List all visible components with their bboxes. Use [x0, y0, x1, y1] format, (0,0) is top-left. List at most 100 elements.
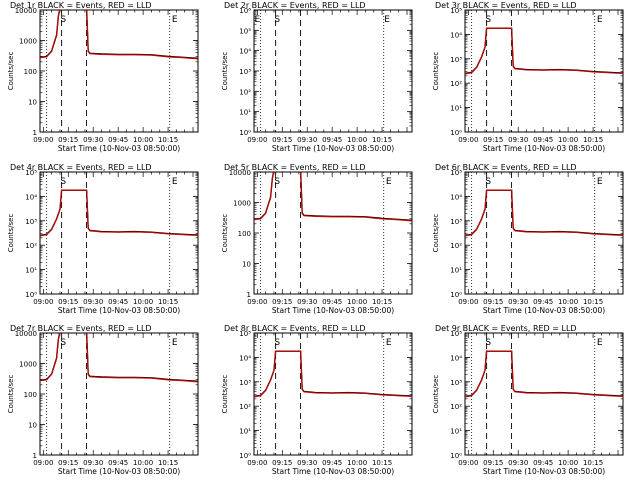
x-tick-label: 10:15 — [158, 298, 178, 306]
x-tick-label: 09:45 — [108, 298, 128, 306]
y-tick-label: 10³ — [239, 379, 251, 387]
event-marker-label: E — [172, 15, 178, 25]
x-tick-label: 10:15 — [372, 298, 392, 306]
y-axis-label: Counts/sec — [7, 52, 15, 91]
x-tick-label: 10:00 — [558, 136, 578, 144]
chart-title: Det 1r BLACK = Events, RED = LLD — [10, 1, 152, 10]
x-tick-label: 09:30 — [297, 298, 317, 306]
chart-title: Det 4r BLACK = Events, RED = LLD — [10, 163, 152, 172]
x-tick-label: 09:45 — [322, 459, 342, 467]
y-tick-label: 10² — [25, 242, 37, 250]
y-tick-label: 10² — [239, 403, 251, 411]
series-line-lld — [465, 189, 623, 237]
x-tick-label: 09:30 — [508, 298, 528, 306]
y-tick-label: 10⁶ — [239, 7, 251, 15]
x-tick-label: 09:15 — [483, 459, 503, 467]
event-marker-label: S — [60, 15, 66, 25]
event-marker-label: S — [485, 15, 491, 25]
plot-frame — [253, 9, 413, 133]
plot-frame — [39, 171, 199, 295]
x-tick-label: 10:15 — [583, 298, 603, 306]
y-tick-label: 10¹ — [450, 105, 462, 113]
chart-panel-2: Det 2r BLACK = Events, RED = LLD 10⁰ 10¹ 10… — [221, 1, 413, 153]
y-tick-label: 10⁰ — [450, 129, 462, 137]
event-marker-label: S — [60, 177, 66, 187]
event-marker-label: E — [172, 177, 178, 187]
x-tick-label: 09:30 — [508, 136, 528, 144]
event-marker-label: S — [485, 177, 491, 187]
x-tick-label: 09:00 — [247, 459, 267, 467]
event-marker-label: S — [274, 15, 280, 25]
y-tick-label: 10 — [28, 99, 37, 107]
x-axis-label: Start Time (10-Nov-03 08:50:00) — [272, 306, 394, 315]
x-axis-label: Start Time (10-Nov-03 08:50:00) — [272, 144, 394, 153]
y-axis-label: Counts/sec — [432, 375, 440, 414]
x-tick-label: 09:15 — [272, 298, 292, 306]
y-tick-label: 10⁰ — [450, 291, 462, 299]
event-marker-label: S — [60, 338, 66, 348]
x-tick-label: 09:15 — [58, 136, 78, 144]
plot-frame — [464, 171, 624, 295]
series-line-lld — [254, 350, 412, 398]
event-marker-label: E — [386, 338, 392, 348]
x-tick-label: 09:30 — [83, 136, 103, 144]
x-axis-label: Start Time (10-Nov-03 08:50:00) — [272, 467, 394, 476]
y-tick-label: 10⁰ — [25, 291, 37, 299]
chart-title: Det 5r BLACK = Events, RED = LLD — [224, 163, 366, 172]
plot-frame — [253, 332, 413, 456]
x-tick-label: 09:00 — [458, 459, 478, 467]
x-axis-label: Start Time (10-Nov-03 08:50:00) — [483, 144, 605, 153]
chart-panel-9: Det 9r BLACK = Events, RED = LLD 10⁰ 10¹ 10… — [432, 324, 624, 476]
x-tick-label: 10:00 — [133, 298, 153, 306]
x-tick-label: 10:00 — [558, 459, 578, 467]
chart-title: Det 7r BLACK = Events, RED = LLD — [10, 324, 152, 333]
y-tick-label: 10³ — [25, 218, 37, 226]
x-tick-label: 09:00 — [247, 298, 267, 306]
y-tick-label: 10⁵ — [450, 169, 462, 177]
y-tick-label: 1000 — [19, 38, 37, 46]
y-tick-label: 10000 — [15, 7, 37, 15]
y-tick-label: 1 — [33, 129, 37, 137]
event-marker-label: E — [384, 15, 390, 25]
plot-frame — [39, 9, 199, 133]
x-tick-label: 09:30 — [508, 459, 528, 467]
y-tick-label: 10² — [450, 403, 462, 411]
event-marker-label: E — [172, 338, 178, 348]
y-tick-label: 10² — [450, 80, 462, 88]
x-tick-label: 09:30 — [297, 459, 317, 467]
event-marker-label: S — [485, 338, 491, 348]
chart-panel-7: Det 7r BLACK = Events, RED = LLD 1 10 100 10… — [7, 324, 199, 476]
x-tick-label: 09:45 — [108, 136, 128, 144]
y-tick-label: 10¹ — [239, 109, 251, 117]
y-axis-label: Counts/sec — [432, 52, 440, 91]
chart-title: Det 9r BLACK = Events, RED = LLD — [435, 324, 577, 333]
chart-panel-3: Det 3r BLACK = Events, RED = LLD 10⁰ 10¹ 10… — [432, 1, 624, 153]
y-tick-label: 1000 — [233, 200, 251, 208]
y-tick-label: 10⁴ — [450, 354, 462, 362]
y-tick-label: 1000 — [19, 361, 37, 369]
x-tick-label: 10:15 — [158, 136, 178, 144]
y-tick-label: 10 — [242, 261, 251, 269]
y-axis-label: Counts/sec — [7, 375, 15, 414]
y-axis-label: Counts/sec — [221, 214, 229, 253]
x-tick-label: 09:15 — [58, 298, 78, 306]
x-tick-label: 09:45 — [533, 298, 553, 306]
chart-title: Det 6r BLACK = Events, RED = LLD — [435, 163, 577, 172]
y-tick-label: 10¹ — [450, 267, 462, 275]
series-line-lld — [40, 189, 198, 237]
y-tick-label: 10⁰ — [239, 129, 251, 137]
y-tick-label: 10⁴ — [450, 193, 462, 201]
chart-title: Det 8r BLACK = Events, RED = LLD — [224, 324, 366, 333]
y-tick-label: 1 — [247, 291, 251, 299]
x-tick-label: 09:45 — [322, 298, 342, 306]
x-tick-label: 09:45 — [108, 459, 128, 467]
chart-title: Det 3r BLACK = Events, RED = LLD — [435, 1, 577, 10]
x-tick-label: 09:45 — [533, 136, 553, 144]
x-tick-label: 10:00 — [558, 298, 578, 306]
y-tick-label: 100 — [24, 391, 37, 399]
x-tick-label: 10:00 — [347, 298, 367, 306]
event-marker-label: E — [597, 15, 603, 25]
x-tick-label: 10:15 — [372, 459, 392, 467]
